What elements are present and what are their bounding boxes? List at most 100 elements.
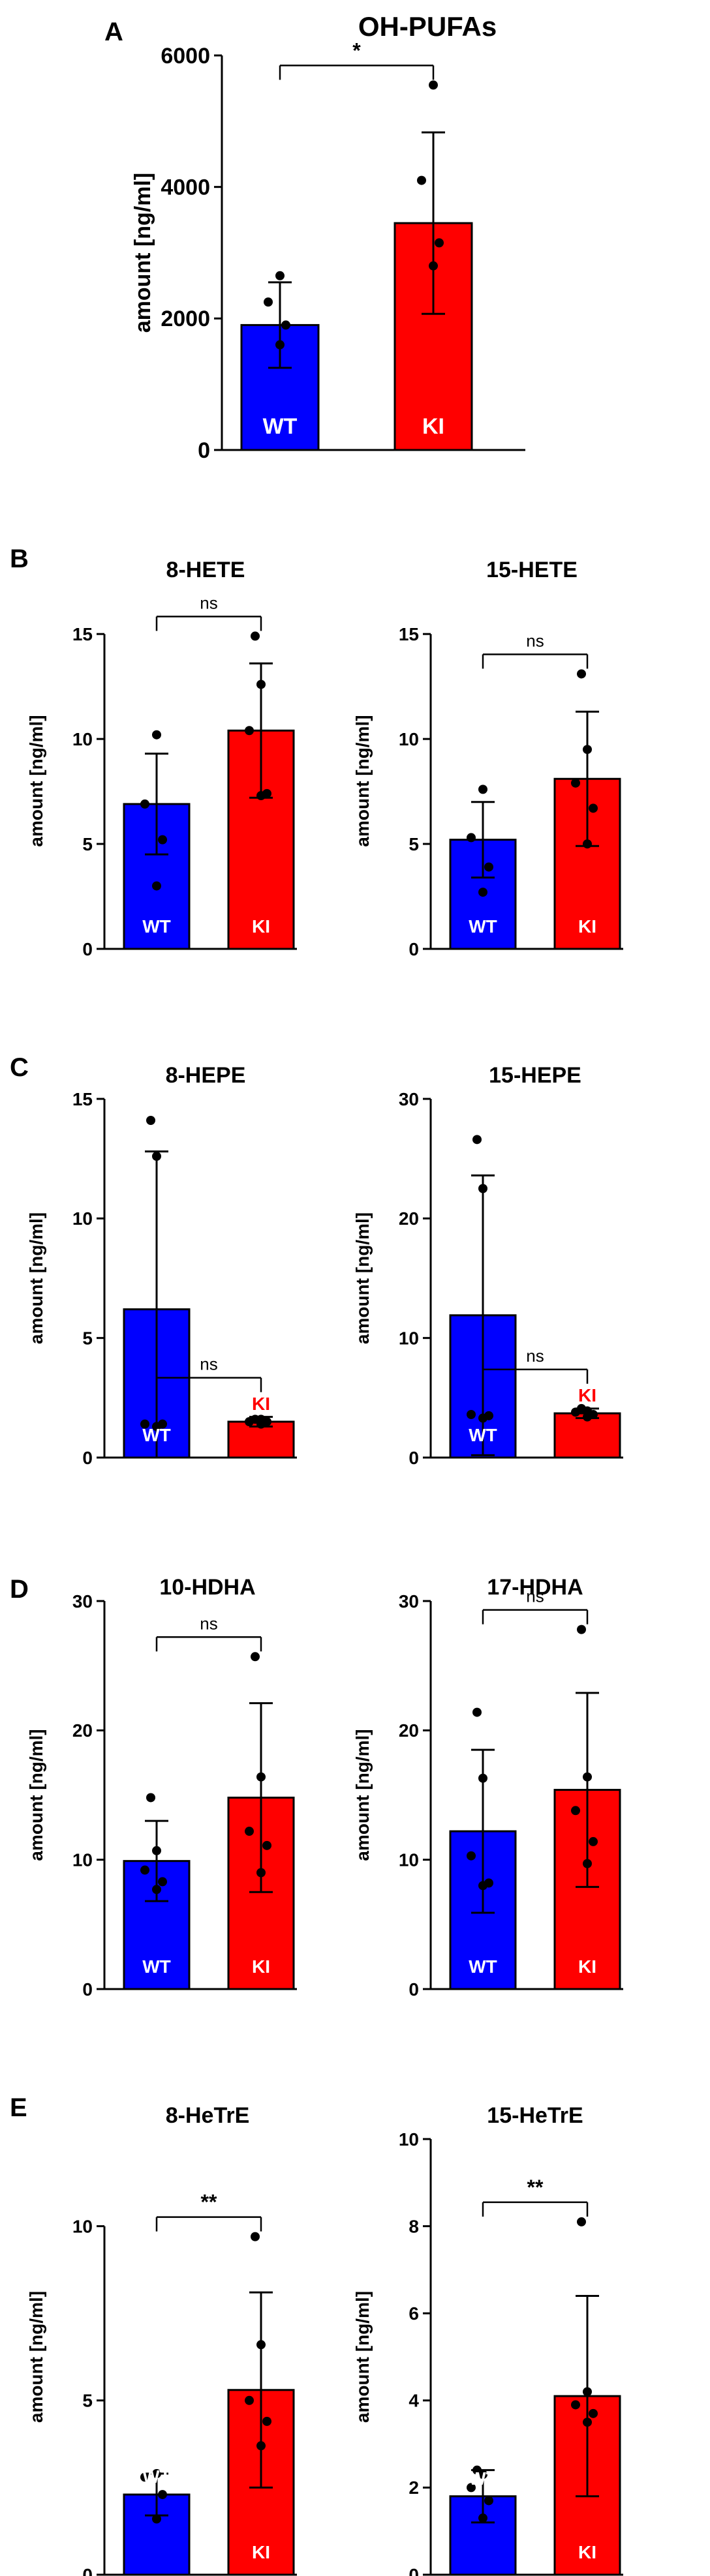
y-tick-label: 30 bbox=[72, 1591, 93, 1611]
data-point bbox=[152, 2514, 161, 2524]
data-point bbox=[583, 839, 592, 849]
data-point bbox=[589, 2408, 598, 2418]
y-tick-label: 10 bbox=[399, 1328, 419, 1348]
category-label-ki: KI bbox=[578, 916, 596, 936]
data-point bbox=[251, 1652, 260, 1662]
data-point bbox=[275, 271, 285, 280]
significance-label: * bbox=[352, 38, 361, 62]
data-point bbox=[152, 1885, 161, 1895]
data-point bbox=[467, 2483, 476, 2493]
y-axis-label: amount [ng/ml] bbox=[26, 2291, 46, 2423]
data-point bbox=[158, 835, 167, 845]
y-tick-label: 10 bbox=[72, 1850, 93, 1870]
significance-label: ns bbox=[526, 1346, 544, 1366]
data-point bbox=[577, 1403, 586, 1413]
y-tick-label: 10 bbox=[399, 729, 419, 749]
data-point bbox=[245, 1827, 254, 1836]
y-tick-label: 5 bbox=[82, 834, 93, 854]
data-point bbox=[484, 862, 493, 872]
y-axis-label: amount [ng/ml] bbox=[26, 1729, 46, 1861]
y-tick-label: 0 bbox=[409, 1979, 419, 1999]
data-point bbox=[275, 340, 285, 350]
data-point bbox=[140, 1419, 149, 1429]
category-label-ki: KI bbox=[578, 1956, 596, 1977]
data-point bbox=[583, 745, 592, 755]
data-point bbox=[140, 2472, 149, 2482]
data-point bbox=[158, 1877, 167, 1887]
chart-15-hepe: 15-HEPE amount [ng/ml] WT KI ns 0 10 20 30 bbox=[352, 1063, 623, 1468]
data-point bbox=[589, 1836, 598, 1846]
bar-ki bbox=[227, 1796, 295, 1990]
data-point bbox=[152, 1152, 161, 1161]
chart-15-hete: 15-HETE amount [ng/ml] WT KI ns 0 5 10 15 bbox=[352, 558, 623, 959]
data-point bbox=[478, 785, 487, 794]
y-tick-label: 5 bbox=[409, 834, 419, 854]
y-axis-label: amount [ng/ml] bbox=[352, 1729, 373, 1861]
panel-label-a: A bbox=[104, 18, 123, 46]
data-point bbox=[484, 2496, 493, 2506]
y-tick-label: 4000 bbox=[161, 175, 210, 200]
data-point bbox=[472, 1135, 482, 1145]
data-point bbox=[435, 238, 444, 248]
data-point bbox=[571, 778, 580, 788]
category-label-ki: KI bbox=[578, 1385, 596, 1405]
data-point bbox=[478, 2513, 487, 2523]
data-point bbox=[152, 881, 161, 891]
data-point bbox=[417, 175, 426, 185]
data-point bbox=[478, 1773, 487, 1783]
chart-8-hetre: 8-HeTrE amount [ng/ml] WT KI ** 0 5 10 bbox=[26, 2103, 297, 2576]
chart-17-hdha: 17-HDHA amount [ng/ml] WT KI ns 0 10 20 30 bbox=[352, 1575, 623, 1999]
data-point bbox=[577, 669, 586, 679]
chart-oh-pufas: OH-PUFAs amount [ng/ml] WT KI * 0 2000 4000 6000 bbox=[131, 11, 525, 463]
chart-title: 8-HETE bbox=[166, 558, 245, 582]
y-tick-label: 15 bbox=[72, 1089, 93, 1109]
panel-label-d: D bbox=[10, 1575, 29, 1604]
data-point bbox=[484, 1411, 493, 1420]
category-label-ki: KI bbox=[252, 1956, 270, 1977]
data-point bbox=[478, 888, 487, 897]
category-label-wt: WT bbox=[469, 2468, 497, 2489]
y-tick-label: 20 bbox=[399, 1720, 419, 1741]
significance-label: ns bbox=[200, 1355, 217, 1374]
data-point bbox=[583, 2387, 592, 2397]
y-tick-label: 20 bbox=[399, 1208, 419, 1229]
data-point bbox=[264, 297, 273, 307]
y-tick-label: 5 bbox=[82, 1328, 93, 1348]
data-point bbox=[256, 1868, 266, 1878]
y-axis-label: amount [ng/ml] bbox=[26, 1212, 46, 1344]
data-point bbox=[256, 1772, 266, 1782]
significance-label: ** bbox=[201, 2191, 217, 2214]
y-tick-label: 4 bbox=[409, 2391, 419, 2411]
category-label-ki: KI bbox=[422, 414, 444, 439]
chart-title: 8-HeTrE bbox=[166, 2103, 250, 2128]
data-point bbox=[251, 631, 260, 641]
data-point bbox=[484, 1878, 493, 1888]
data-point bbox=[256, 2340, 266, 2350]
chart-8-hepe: 8-HEPE amount [ng/ml] WT KI ns 0 5 10 15 bbox=[26, 1063, 297, 1468]
data-point bbox=[467, 1851, 476, 1861]
data-point bbox=[251, 1415, 260, 1424]
data-point bbox=[146, 1793, 155, 1803]
y-tick-label: 8 bbox=[409, 2216, 419, 2236]
y-axis-label: amount [ng/ml] bbox=[352, 1212, 373, 1344]
data-point bbox=[152, 730, 161, 740]
category-label-wt: WT bbox=[142, 2466, 171, 2487]
y-tick-label: 6 bbox=[409, 2303, 419, 2324]
data-point bbox=[251, 2232, 260, 2241]
data-point bbox=[256, 2441, 266, 2451]
category-label-wt: WT bbox=[469, 1425, 497, 1445]
y-tick-label: 15 bbox=[399, 624, 419, 644]
y-tick-label: 0 bbox=[82, 939, 93, 959]
data-point bbox=[472, 1707, 482, 1717]
y-tick-label: 5 bbox=[82, 2391, 93, 2411]
data-point bbox=[571, 1806, 580, 1816]
data-point bbox=[478, 1184, 487, 1193]
data-point bbox=[429, 80, 438, 90]
y-tick-label: 0 bbox=[82, 2565, 93, 2576]
y-tick-label: 0 bbox=[409, 939, 419, 959]
data-point bbox=[472, 2465, 482, 2475]
data-point bbox=[262, 1840, 271, 1850]
y-axis-label: amount [ng/ml] bbox=[352, 715, 373, 846]
y-tick-label: 15 bbox=[72, 624, 93, 644]
